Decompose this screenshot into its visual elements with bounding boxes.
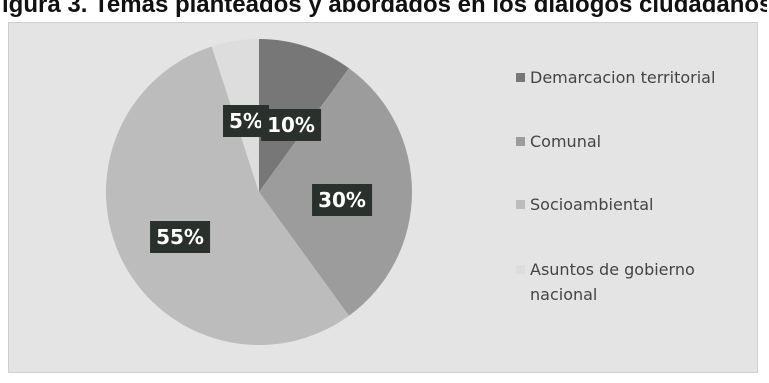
legend-label: Asuntos de gobierno nacional [530, 260, 695, 304]
data-label-asuntos-de-gobierno-nacional: 5% [223, 105, 269, 137]
figure-caption: igura 3. Temas planteados y abordados en… [2, 0, 767, 18]
data-label-comunal: 30% [312, 184, 372, 216]
legend-label: Demarcacion territorial [530, 68, 716, 87]
data-label-socioambiental: 55% [150, 221, 210, 253]
legend-item: Demarcacion territorial [516, 65, 756, 90]
legend-item: Asuntos de gobierno nacional [516, 257, 756, 307]
legend-swatch [516, 73, 525, 82]
legend-item: Socioambiental [516, 192, 756, 217]
legend-swatch [516, 265, 525, 274]
pie-slice-socioambiental [105, 46, 349, 346]
legend-swatch [516, 200, 525, 209]
chart-area: 5% 10% 30% 55% Demarcacion territorial Comun… [8, 22, 758, 373]
legend-label: Comunal [530, 132, 602, 151]
legend-swatch [516, 137, 525, 146]
pie-chart [105, 39, 412, 346]
data-label-demarcacion-territorial: 10% [261, 109, 321, 141]
legend-label: Socioambiental [530, 195, 654, 214]
legend-item: Comunal [516, 129, 756, 154]
